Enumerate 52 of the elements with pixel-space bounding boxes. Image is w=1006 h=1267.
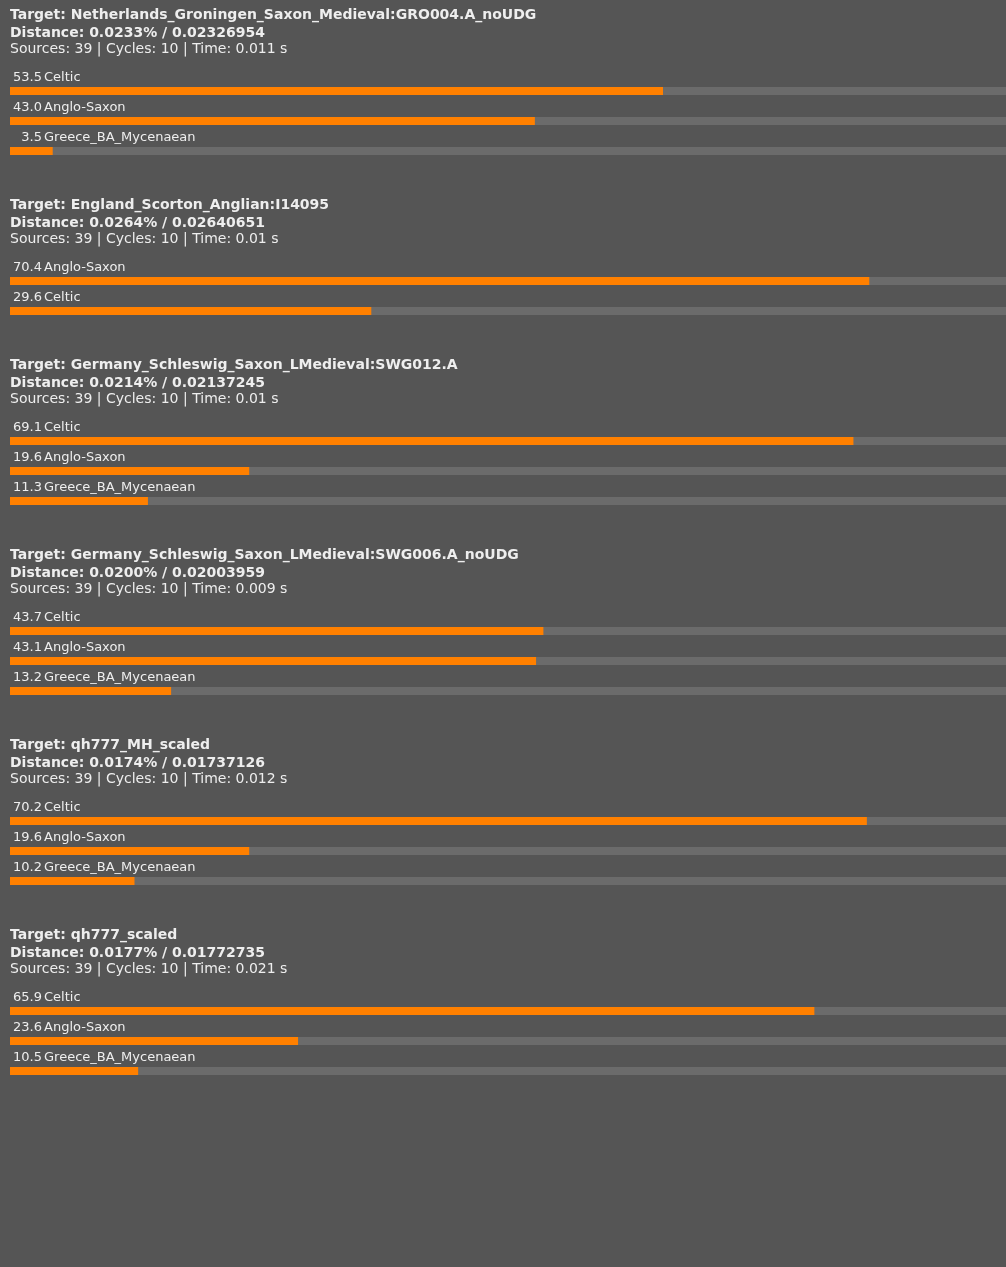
y-tick-label: Celtic [44,419,81,434]
y-tick-label: Anglo-Saxon [44,829,126,844]
chart-title: Target: qh777_MH_scaled [10,736,211,753]
data-label: 10.2 [13,859,42,874]
y-tick-label: Anglo-Saxon [44,259,126,274]
data-label: 43.0 [13,99,42,114]
chart-subtitle: Distance: 0.0174% / 0.01737126 [10,754,266,770]
data-label: 65.9 [13,989,42,1004]
y-tick-label: Anglo-Saxon [44,1019,126,1034]
y-tick-label: Celtic [44,799,81,814]
y-tick-label: Greece_BA_Mycenaean [44,669,196,684]
data-label: 13.2 [13,669,42,684]
y-tick-label: Celtic [44,69,81,84]
chart-subtitle: Distance: 0.0264% / 0.02640651 [10,214,266,230]
source-note: Sources: 39 | Cycles: 10 | Time: 0.01 s [10,230,279,247]
y-tick-label: Celtic [44,989,81,1004]
data-label: 70.4 [13,259,42,274]
data-label: 3.5 [21,129,42,144]
data-label: 23.6 [13,1019,42,1034]
data-label: 11.3 [13,479,42,494]
data-label: 43.1 [13,639,42,654]
source-note: Sources: 39 | Cycles: 10 | Time: 0.009 s [10,580,288,597]
data-label: 19.6 [13,829,42,844]
chart-title: Target: England_Scorton_Anglian:I14095 [10,196,330,213]
source-note: Sources: 39 | Cycles: 10 | Time: 0.021 s [10,960,288,977]
y-tick-label: Anglo-Saxon [44,639,126,654]
y-tick-label: Greece_BA_Mycenaean [44,1049,196,1064]
data-label: 70.2 [13,799,42,814]
chart-subtitle: Distance: 0.0177% / 0.01772735 [10,944,266,960]
y-tick-label: Greece_BA_Mycenaean [44,129,196,144]
source-note: Sources: 39 | Cycles: 10 | Time: 0.011 s [10,40,288,57]
data-label: 10.5 [13,1049,42,1064]
data-label: 69.1 [13,419,42,434]
data-label: 19.6 [13,449,42,464]
source-note: Sources: 39 | Cycles: 10 | Time: 0.01 s [10,390,279,407]
chart-title: Target: Germany_Schleswig_Saxon_LMedieval:SWG012.A [10,356,458,373]
y-tick-label: Anglo-Saxon [44,99,126,114]
chart-title: Target: Netherlands_Groningen_Saxon_Medieval:GRO004.A_noUDG [10,6,537,23]
chart-subtitle: Distance: 0.0214% / 0.02137245 [10,374,266,390]
data-label: 43.7 [13,609,42,624]
y-tick-label: Celtic [44,609,81,624]
source-note: Sources: 39 | Cycles: 10 | Time: 0.012 s [10,770,288,787]
y-tick-label: Greece_BA_Mycenaean [44,859,196,874]
chart-title: Target: Germany_Schleswig_Saxon_LMedieval:SWG006.A_noUDG [10,546,519,563]
y-tick-label: Celtic [44,289,81,304]
y-tick-label: Greece_BA_Mycenaean [44,479,196,494]
data-label: 53.5 [13,69,42,84]
chart-title: Target: qh777_scaled [10,926,178,943]
data-label: 29.6 [13,289,42,304]
chart-subtitle: Distance: 0.0200% / 0.02003959 [10,564,266,580]
y-tick-label: Anglo-Saxon [44,449,126,464]
chart-subtitle: Distance: 0.0233% / 0.02326954 [10,24,266,40]
